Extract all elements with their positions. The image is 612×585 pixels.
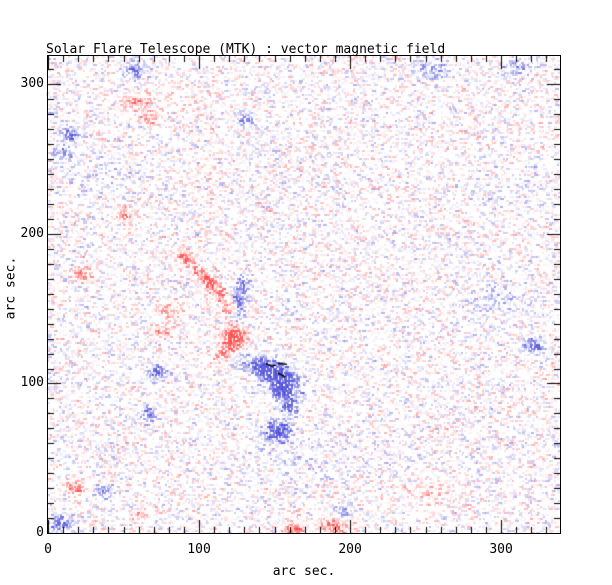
x-tick-label: 0: [44, 542, 52, 557]
y-tick-label: 200: [20, 225, 44, 241]
magnetogram-canvas: [47, 55, 561, 534]
x-tick-label: 300: [489, 542, 513, 557]
y-tick-label: 0: [36, 525, 44, 540]
figure-title: Solar Flare Telescope (MTK) : vector mag…: [46, 42, 446, 57]
x-axis-label: arc sec.: [272, 564, 336, 579]
y-tick-label: 100: [20, 375, 44, 391]
x-tick-label: 200: [338, 542, 362, 557]
x-tick-label: 100: [187, 542, 211, 557]
y-axis-label: arc sec.: [3, 256, 19, 320]
y-tick-label: 300: [20, 76, 44, 92]
